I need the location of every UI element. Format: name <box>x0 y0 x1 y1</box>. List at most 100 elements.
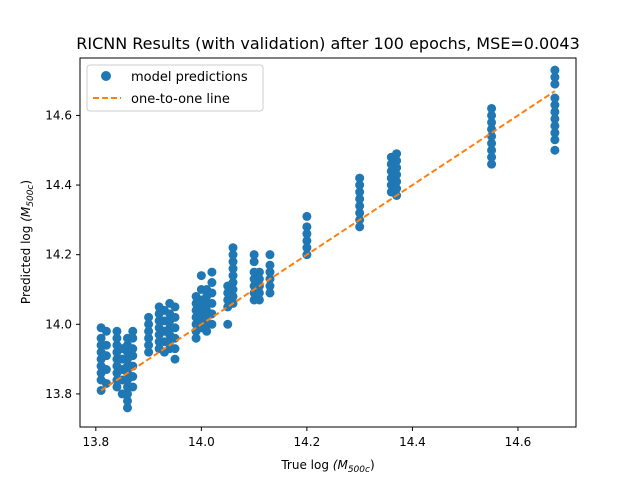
y-tick-label: 13.8 <box>45 387 72 401</box>
prediction-point <box>170 312 180 322</box>
x-tick-label: 14.0 <box>188 435 215 449</box>
prediction-point <box>112 326 122 336</box>
prediction-point <box>249 250 259 260</box>
prediction-point <box>550 145 560 155</box>
prediction-point <box>122 389 132 399</box>
prediction-point <box>265 260 275 270</box>
prediction-point <box>128 372 138 382</box>
prediction-point <box>265 281 275 291</box>
prediction-point <box>128 351 138 361</box>
prediction-point <box>101 365 111 375</box>
prediction-point <box>101 351 111 361</box>
y-tick-label: 14.2 <box>45 248 72 262</box>
legend-label-predictions: model predictions <box>131 70 248 85</box>
prediction-point <box>254 288 264 298</box>
prediction-point <box>170 344 180 354</box>
prediction-point <box>112 333 122 343</box>
prediction-point <box>170 354 180 364</box>
prediction-point <box>550 128 560 138</box>
prediction-point <box>487 138 497 148</box>
prediction-point <box>122 396 132 406</box>
chart-title: RICNN Results (with validation) after 10… <box>76 34 580 53</box>
prediction-point <box>122 403 132 413</box>
prediction-point <box>128 333 138 343</box>
one-to-one-line <box>100 90 556 392</box>
prediction-point <box>128 326 138 336</box>
plot-area <box>96 65 560 413</box>
prediction-point <box>355 180 365 190</box>
prediction-point <box>207 309 217 319</box>
prediction-point <box>191 333 201 343</box>
prediction-point <box>144 333 154 343</box>
prediction-point <box>550 114 560 124</box>
prediction-point <box>96 333 106 343</box>
prediction-point <box>487 145 497 155</box>
legend-label-one-to-one: one-to-one line <box>131 92 230 107</box>
prediction-point <box>487 152 497 162</box>
prediction-point <box>228 243 238 253</box>
prediction-point <box>207 267 217 277</box>
prediction-point <box>254 267 264 277</box>
x-tick-label: 14.6 <box>505 435 532 449</box>
y-tick-label: 14.6 <box>45 108 72 122</box>
legend: model predictions one-to-one line <box>86 64 264 112</box>
prediction-point <box>550 135 560 145</box>
prediction-point <box>170 302 180 312</box>
prediction-point <box>355 201 365 211</box>
prediction-point <box>228 264 238 274</box>
y-tick-label: 14.0 <box>45 317 72 331</box>
prediction-point <box>228 278 238 288</box>
prediction-point <box>207 319 217 329</box>
prediction-point <box>487 110 497 120</box>
prediction-point <box>550 100 560 110</box>
prediction-point <box>170 323 180 333</box>
prediction-point <box>302 222 312 232</box>
prediction-point <box>355 173 365 183</box>
prediction-point <box>128 382 138 392</box>
prediction-point <box>392 184 402 194</box>
prediction-point <box>249 257 259 267</box>
legend-marker-predictions <box>101 71 111 81</box>
prediction-point <box>228 250 238 260</box>
x-tick-label: 14.2 <box>294 435 321 449</box>
prediction-point <box>355 187 365 197</box>
prediction-point <box>355 222 365 232</box>
prediction-point <box>392 170 402 180</box>
prediction-point <box>392 149 402 159</box>
prediction-point <box>355 208 365 218</box>
prediction-point <box>265 267 275 277</box>
prediction-point <box>550 79 560 89</box>
prediction-point <box>487 117 497 127</box>
y-tick-label: 14.4 <box>45 178 72 192</box>
x-tick-label: 14.4 <box>399 435 426 449</box>
prediction-point <box>392 163 402 173</box>
prediction-point <box>170 333 180 343</box>
x-tick-label: 13.8 <box>82 435 109 449</box>
prediction-point <box>128 344 138 354</box>
prediction-point <box>101 378 111 388</box>
prediction-point <box>355 194 365 204</box>
prediction-point <box>144 340 154 350</box>
prediction-point <box>254 295 264 305</box>
prediction-point <box>550 107 560 117</box>
prediction-point <box>302 243 312 253</box>
prediction-point <box>228 291 238 301</box>
prediction-point <box>101 340 111 350</box>
prediction-point <box>265 288 275 298</box>
prediction-point <box>265 250 275 260</box>
prediction-point <box>207 278 217 288</box>
prediction-point <box>487 103 497 113</box>
prediction-point <box>228 271 238 281</box>
prediction-point <box>101 326 111 336</box>
prediction-point <box>196 271 206 281</box>
prediction-point <box>487 159 497 169</box>
prediction-point <box>112 382 122 392</box>
legend-box <box>86 64 264 112</box>
axes-frame <box>79 57 577 428</box>
prediction-point <box>487 131 497 141</box>
prediction-point <box>550 93 560 103</box>
prediction-point <box>144 312 154 322</box>
prediction-point <box>392 156 402 166</box>
prediction-point <box>302 211 312 221</box>
